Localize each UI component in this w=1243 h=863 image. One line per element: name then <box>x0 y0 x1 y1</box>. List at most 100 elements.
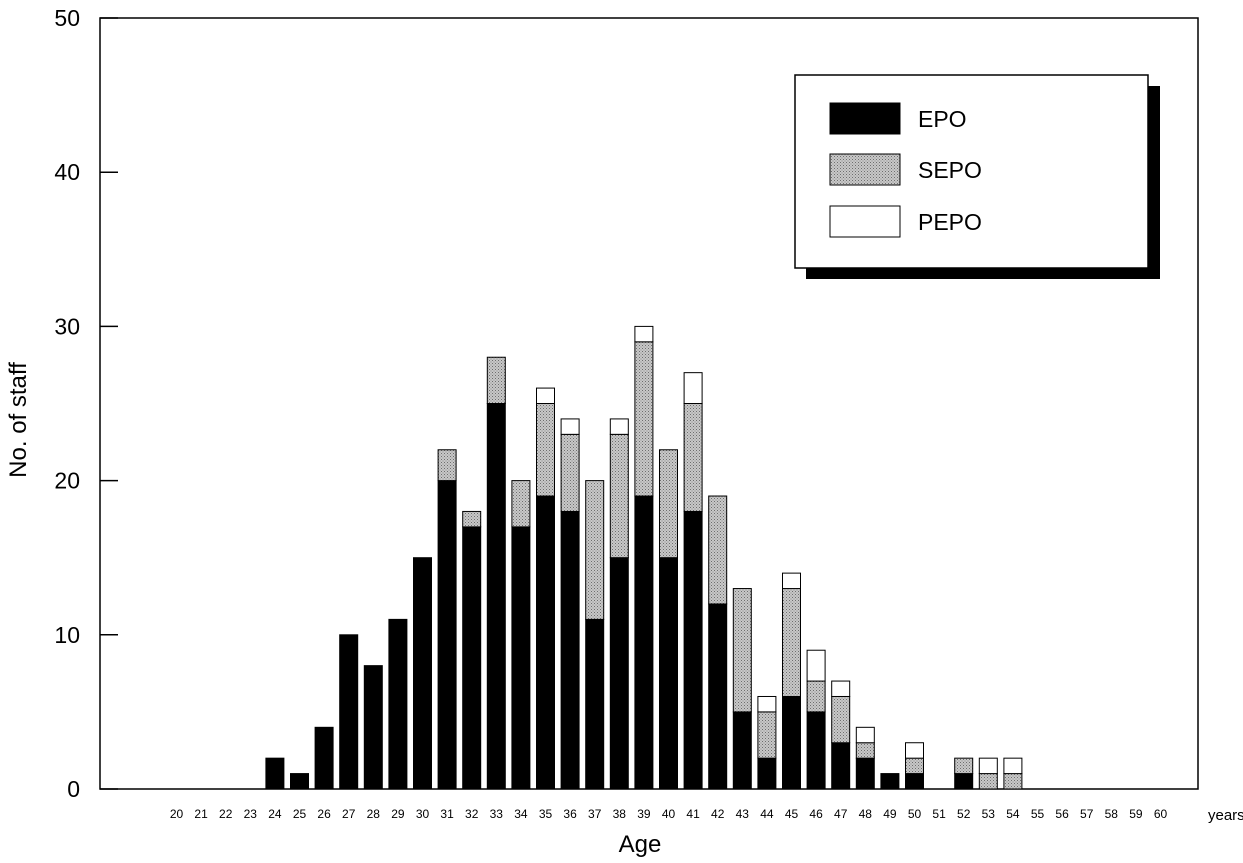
bar-segment-sepo-age-43 <box>732 588 752 713</box>
bar-segment-pepo-age-53 <box>978 757 998 775</box>
bar-segment-pepo-age-47 <box>831 680 851 697</box>
legend: EPO SEPO PEPO <box>794 74 1160 279</box>
x-tick-label: 51 <box>932 807 946 821</box>
x-tick-label: 30 <box>416 807 430 821</box>
bar-segment-sepo-age-34 <box>511 480 531 528</box>
x-tick-label: 20 <box>170 807 184 821</box>
x-tick-label: 47 <box>834 807 848 821</box>
y-tick-label: 40 <box>54 159 80 185</box>
x-tick-label: 36 <box>563 807 577 821</box>
bar-segment-pepo-age-45 <box>782 572 801 590</box>
x-tick-label: 34 <box>514 807 528 821</box>
x-tick-label: 35 <box>539 807 553 821</box>
bar-segment-epo-age-41 <box>683 510 703 790</box>
bar-segment-pepo-age-54 <box>1003 757 1023 775</box>
bar-segment-pepo-age-35 <box>536 387 555 404</box>
bar-segment-pepo-age-46 <box>806 649 826 682</box>
x-tick-label: 42 <box>711 807 725 821</box>
bar-segment-sepo-age-45 <box>782 588 801 697</box>
x-tick-label: 57 <box>1080 807 1094 821</box>
x-axis-title: Age <box>619 831 662 858</box>
bar-segment-epo-age-43 <box>732 711 752 790</box>
bar-segment-sepo-age-39 <box>634 341 654 497</box>
x-tick-label: 38 <box>613 807 627 821</box>
x-tick-label: 27 <box>342 807 356 821</box>
bar-segment-sepo-age-40 <box>659 449 678 559</box>
bar-segment-epo-age-49 <box>880 773 900 790</box>
x-tick-label: 40 <box>662 807 676 821</box>
bar-segment-epo-age-45 <box>782 695 801 790</box>
bar-segment-epo-age-26 <box>314 726 334 790</box>
bar-segment-epo-age-50 <box>905 773 924 790</box>
bar-segment-epo-age-36 <box>560 510 580 790</box>
bars-group <box>265 325 1023 790</box>
x-tick-label: 29 <box>391 807 405 821</box>
bar-segment-pepo-age-39 <box>634 325 654 343</box>
bar-segment-epo-age-25 <box>290 773 309 790</box>
x-tick-label: 24 <box>268 807 282 821</box>
y-tick-label: 0 <box>67 776 80 802</box>
bar-segment-sepo-age-50 <box>905 757 924 775</box>
x-axis-unit-label: years <box>1208 807 1243 824</box>
x-tick-label: 32 <box>465 807 479 821</box>
x-tick-label: 50 <box>908 807 922 821</box>
x-tick-label: 21 <box>194 807 208 821</box>
x-tick-label: 48 <box>859 807 873 821</box>
bar-segment-epo-age-33 <box>486 403 506 790</box>
bar-segment-sepo-age-47 <box>831 695 851 744</box>
x-axis: 20 21 22 23 24 25 26 27 28 29 30 31 32 33 34 35 36 37 38 39… <box>170 807 1168 821</box>
legend-label-epo: EPO <box>918 106 967 132</box>
bar-segment-pepo-age-36 <box>560 418 580 435</box>
bar-segment-pepo-age-38 <box>609 418 629 435</box>
x-tick-label: 28 <box>367 807 381 821</box>
legend-swatch-epo <box>829 102 901 135</box>
bar-segment-sepo-age-33 <box>486 356 506 404</box>
x-tick-label: 54 <box>1006 807 1020 821</box>
bar-segment-epo-age-35 <box>536 495 555 790</box>
x-tick-label: 22 <box>219 807 233 821</box>
bar-segment-sepo-age-31 <box>437 449 457 482</box>
bar-segment-epo-age-32 <box>462 526 482 790</box>
bar-segment-epo-age-29 <box>388 618 408 790</box>
x-tick-label: 41 <box>686 807 700 821</box>
bar-segment-epo-age-47 <box>831 742 851 790</box>
x-tick-label: 45 <box>785 807 799 821</box>
bar-segment-epo-age-37 <box>585 618 605 790</box>
bar-segment-pepo-age-44 <box>757 695 777 713</box>
x-tick-label: 58 <box>1105 807 1119 821</box>
y-tick-label: 20 <box>54 468 80 494</box>
x-tick-label: 25 <box>293 807 307 821</box>
bar-segment-pepo-age-41 <box>683 372 703 405</box>
bar-segment-epo-age-52 <box>954 773 974 790</box>
x-tick-label: 33 <box>490 807 504 821</box>
bar-segment-epo-age-27 <box>339 634 359 790</box>
x-tick-label: 59 <box>1129 807 1143 821</box>
y-axis-title: No. of staff <box>5 362 32 478</box>
bar-segment-sepo-age-52 <box>954 757 974 775</box>
bar-segment-sepo-age-36 <box>560 433 580 512</box>
x-tick-label: 56 <box>1055 807 1069 821</box>
bar-segment-epo-age-39 <box>634 495 654 790</box>
bar-segment-sepo-age-46 <box>806 680 826 713</box>
bar-segment-epo-age-24 <box>265 757 285 790</box>
x-tick-label: 53 <box>982 807 996 821</box>
bar-segment-sepo-age-38 <box>609 433 629 559</box>
y-tick-label: 50 <box>54 5 80 31</box>
bar-segment-epo-age-28 <box>363 665 383 790</box>
x-tick-label: 49 <box>883 807 897 821</box>
bar-segment-pepo-age-50 <box>905 742 924 759</box>
y-tick-label: 30 <box>54 313 80 339</box>
x-tick-label: 23 <box>244 807 258 821</box>
bar-segment-epo-age-42 <box>708 603 728 790</box>
x-tick-label: 26 <box>317 807 331 821</box>
legend-swatch-sepo <box>829 153 901 186</box>
bar-segment-epo-age-40 <box>659 557 678 790</box>
bar-segment-epo-age-31 <box>437 480 457 790</box>
bar-segment-sepo-age-54 <box>1003 773 1023 790</box>
y-axis: 0 10 20 30 40 50 <box>54 5 118 802</box>
x-tick-label: 55 <box>1031 807 1045 821</box>
x-tick-label: 37 <box>588 807 602 821</box>
x-tick-label: 52 <box>957 807 971 821</box>
